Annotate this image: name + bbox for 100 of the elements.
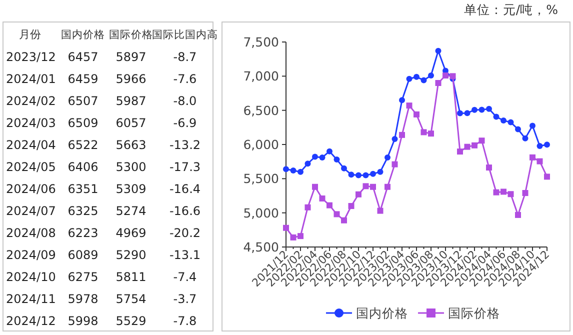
point (341, 217, 347, 224)
point (406, 102, 412, 109)
legend-label: 国内价格 (356, 306, 408, 320)
data-label: -17.3 (169, 160, 201, 174)
data-label: -16.4 (169, 182, 201, 196)
point (392, 136, 398, 142)
data-label: 6325 (68, 204, 98, 218)
data-label: -8.0 (173, 94, 197, 108)
legend-label: 国际价格 (448, 306, 500, 320)
data-label: 5987 (116, 94, 146, 108)
point (544, 142, 550, 148)
data-label: -7.6 (173, 72, 197, 86)
data-label: 5529 (116, 314, 146, 328)
data-label: 6406 (68, 160, 98, 174)
point (377, 208, 384, 214)
y-tick-label: 2024/12 (6, 314, 56, 328)
x-tick-label: 国内价格 (61, 28, 105, 41)
data-label: 5754 (116, 292, 146, 306)
point (414, 74, 420, 80)
data-label: -7.4 (173, 270, 197, 284)
data-label: 5663 (116, 138, 146, 152)
data-label: 5998 (68, 314, 98, 328)
point (384, 184, 390, 190)
point (384, 154, 390, 160)
data-label: -16.6 (169, 204, 201, 218)
point (312, 154, 318, 160)
data-label: -8.7 (173, 50, 197, 64)
x-tick-label: 国际比国内高 (152, 28, 218, 41)
data-label: 5274 (116, 204, 146, 218)
y-tick-label: 6,500 (243, 102, 280, 118)
y-tick-label: 2024/06 (6, 182, 56, 196)
point (457, 110, 463, 116)
point (341, 165, 347, 172)
y-tick-label: 2024/11 (6, 292, 56, 306)
point (334, 156, 340, 163)
point (356, 172, 362, 178)
point (486, 164, 492, 171)
point (486, 106, 492, 112)
y-tick-label: 6,000 (243, 137, 280, 152)
point (420, 129, 427, 136)
point (414, 111, 420, 118)
point (530, 122, 536, 129)
point (428, 130, 434, 137)
data-label: -20.2 (169, 226, 201, 240)
data-label: 6275 (68, 270, 98, 284)
point (522, 135, 528, 142)
y-tick-label: 7,500 (243, 34, 280, 50)
point (478, 138, 485, 144)
point (435, 48, 442, 54)
y-tick-label: 4,500 (243, 240, 280, 254)
y-axis-title: 月份 (19, 28, 41, 41)
point (435, 80, 442, 86)
point (420, 77, 427, 84)
point (428, 72, 434, 78)
data-label: 5300 (116, 160, 146, 174)
point (326, 202, 332, 208)
point (362, 172, 369, 178)
y-tick-label: 2024/08 (6, 226, 56, 240)
point (392, 161, 398, 168)
y-tick-label: 2023/12 (6, 50, 56, 64)
point (450, 73, 456, 80)
data-label: -13.2 (169, 138, 201, 152)
point (283, 166, 289, 172)
point (472, 106, 478, 113)
x-tick-label: 国际价格 (109, 29, 153, 41)
point (544, 174, 550, 180)
data-label: 6457 (68, 50, 98, 64)
point (348, 172, 354, 178)
point (493, 114, 500, 120)
point (298, 168, 304, 175)
point (304, 160, 311, 167)
point (442, 72, 448, 78)
point (536, 143, 543, 150)
point (290, 234, 296, 240)
data-label: 4969 (116, 226, 146, 240)
point (508, 191, 514, 198)
point (298, 233, 304, 240)
data-label: 6509 (68, 116, 98, 130)
point (530, 154, 536, 160)
point (464, 110, 470, 116)
point (370, 184, 376, 190)
data-label: 6057 (116, 116, 146, 130)
point (283, 224, 289, 231)
point (362, 183, 369, 190)
y-tick-label: 2024/05 (6, 160, 56, 174)
data-label: 5290 (116, 248, 146, 262)
y-tick-label: 5,000 (243, 205, 280, 220)
data-label: 6522 (68, 138, 98, 152)
point (304, 204, 311, 210)
y-tick-label: 2024/04 (6, 138, 56, 152)
data-label: 6089 (68, 248, 98, 262)
point (457, 148, 463, 155)
point (370, 170, 376, 177)
point (464, 144, 470, 150)
text: 单位：元/吨，% (464, 2, 558, 17)
y-tick-label: 7,000 (243, 68, 280, 84)
point (515, 126, 521, 132)
y-tick-label: 2024/03 (6, 116, 56, 130)
point (500, 188, 506, 195)
point (290, 167, 296, 174)
